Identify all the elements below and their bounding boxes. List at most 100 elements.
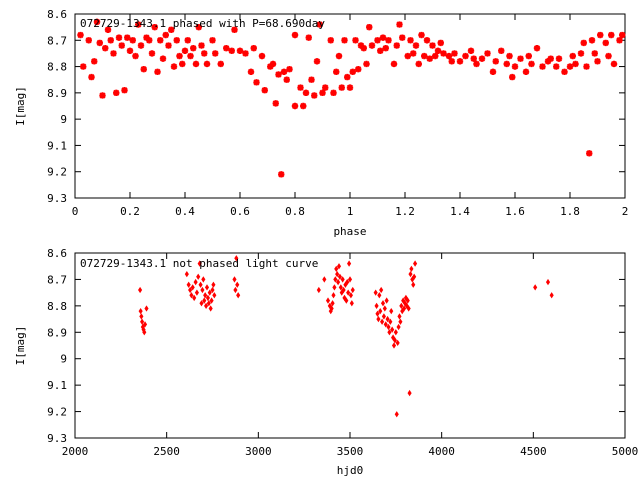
chart-2-title: 072729-1343.1 not phased light curve <box>80 257 318 270</box>
chart-1-data-point <box>140 66 147 73</box>
chart-1-data-point <box>217 60 224 68</box>
chart-1-data-point <box>143 34 150 41</box>
chart-2-data-point <box>212 292 217 299</box>
chart-1-data-point <box>327 37 334 44</box>
chart-2-data-point <box>407 389 412 397</box>
chart-1-data-point <box>503 60 510 68</box>
chart-1-data-point <box>267 63 274 70</box>
chart-1-data-point <box>489 68 497 76</box>
chart-1-data-point <box>88 73 95 81</box>
chart-1-data-point <box>113 89 120 97</box>
chart-1-data-point <box>418 31 425 39</box>
chart-1-data-point <box>544 58 552 65</box>
chart-2-x-tick-label: 4500 <box>520 445 547 458</box>
chart-1-x-tick-label: 0.4 <box>175 205 195 218</box>
chart-2-y-tick-label: 9 <box>60 353 67 366</box>
chart-1-data-point <box>168 26 175 33</box>
chart-1-data-point <box>176 52 183 60</box>
chart-1-data-point <box>129 37 136 44</box>
chart-1-data-point <box>363 60 370 68</box>
chart-1-data-point <box>157 37 164 44</box>
chart-1-data-point <box>124 34 131 41</box>
chart-2-data-point <box>373 289 378 296</box>
chart-2-data-point <box>184 270 189 278</box>
chart-1-data-point <box>360 44 367 52</box>
chart-2-data-point <box>398 318 403 325</box>
chart-2-data-point <box>392 337 397 344</box>
chart-2-y-tick-label: 8.6 <box>47 247 67 260</box>
chart-2-data-point <box>393 329 398 336</box>
chart-2-data-point <box>406 305 411 312</box>
chart-1-data-point <box>102 44 109 52</box>
chart-2-data-point <box>204 284 210 291</box>
chart-2-data-point <box>384 297 389 304</box>
chart-2-data-point <box>138 307 143 315</box>
chart-1-data-point <box>291 102 299 110</box>
chart-1-data-point <box>198 42 205 49</box>
chart-1-y-tick-label: 9 <box>60 113 67 126</box>
chart-2-x-tick-label: 3000 <box>245 445 272 458</box>
chart-2-data-point <box>399 302 404 310</box>
chart-2-data-point <box>194 289 199 296</box>
chart-1-data-point <box>374 37 381 44</box>
chart-1-data-point <box>228 47 235 54</box>
chart-1-data-point <box>85 37 92 44</box>
chart-2-data-point <box>377 292 382 299</box>
chart-1-data-point <box>212 50 219 57</box>
chart-1-data-point <box>278 171 285 178</box>
chart-2-data-point <box>387 329 392 336</box>
chart-1-data-point <box>421 52 428 60</box>
chart-1-data-point <box>137 42 145 49</box>
chart-1-data-point <box>223 44 230 52</box>
chart-1-data-point <box>580 39 587 47</box>
chart-2-data-point <box>193 278 198 286</box>
chart-2-data-point <box>322 276 327 283</box>
chart-2-data-point <box>385 315 390 323</box>
chart-1-data-point <box>311 92 318 99</box>
chart-1-y-tick-label: 9.2 <box>47 166 67 179</box>
chart-2-data-point <box>390 326 395 333</box>
chart-2-data-point <box>207 289 212 296</box>
chart-2-data-point <box>332 284 337 291</box>
chart-1-data-point <box>506 52 513 60</box>
chart-1-data-point <box>591 50 598 57</box>
chart-1-data-point <box>159 55 167 62</box>
chart-1-data-point <box>399 34 406 41</box>
chart-2-data-point <box>347 276 353 283</box>
chart-1-data-point <box>594 58 601 65</box>
chart-2-data-point <box>334 265 339 273</box>
chart-2-data-point <box>409 265 414 273</box>
chart-2-data-point <box>235 281 240 288</box>
chart-1-data-point <box>286 66 293 73</box>
chart-1-data-point <box>148 50 156 57</box>
chart-2-panel: 2000 2500 3000 3500 4000 4500 5000 8.6 8.7 8.8 8.9… <box>14 247 638 477</box>
chart-1-data-point <box>258 52 266 60</box>
chart-1-data-point <box>184 37 191 44</box>
chart-1-data-point <box>170 63 178 70</box>
chart-1-data-point <box>517 55 524 62</box>
chart-1-data-point <box>250 44 257 52</box>
chart-1-data-point <box>104 26 112 33</box>
chart-1-data-point <box>473 60 480 68</box>
chart-2-data-point <box>336 278 341 286</box>
chart-1-data-point <box>192 60 200 68</box>
chart-1-y-tick-label: 8.9 <box>47 87 67 100</box>
chart-2-data-point <box>397 313 402 320</box>
chart-1-data-point <box>355 66 362 73</box>
chart-1-x-tick-label: 1.4 <box>450 205 470 218</box>
chart-1-data-point <box>462 52 469 60</box>
chart-1-y-tick-label: 8.6 <box>47 8 67 21</box>
chart-1-data-point <box>432 52 439 60</box>
chart-2-data-point <box>408 270 413 278</box>
chart-2-data-point <box>204 302 209 310</box>
chart-2-data-point <box>412 273 417 280</box>
chart-1-data-point <box>335 52 343 60</box>
chart-1-data-point <box>511 63 519 70</box>
chart-2-data-point <box>325 297 331 304</box>
chart-1-data-point <box>330 89 337 97</box>
chart-2-data-point <box>376 315 381 323</box>
chart-2-data-point <box>232 276 237 283</box>
chart-2-data-point <box>138 286 143 294</box>
chart-1-data-point <box>605 52 612 60</box>
chart-1-data-point <box>429 42 436 49</box>
